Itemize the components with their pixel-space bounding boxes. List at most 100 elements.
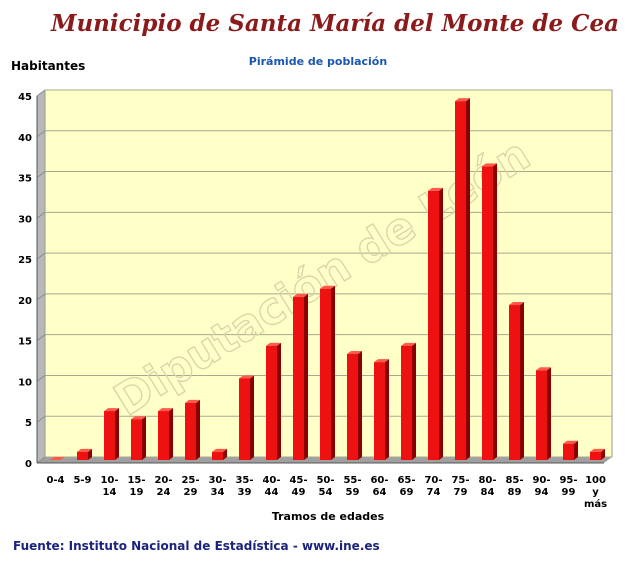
bar-side	[358, 350, 362, 460]
bar	[212, 448, 227, 460]
bars	[50, 98, 605, 461]
bar-side	[277, 342, 281, 460]
y-tick-label: 40	[18, 133, 32, 144]
bar-front	[239, 378, 250, 460]
bar-front	[482, 166, 493, 460]
y-tick-label: 20	[18, 296, 32, 307]
bar-side	[169, 408, 173, 460]
bar	[320, 285, 335, 460]
bar-top	[320, 285, 335, 289]
x-tick-label: 50-54	[316, 475, 334, 498]
bar-top	[482, 163, 497, 167]
bar-top	[428, 187, 443, 191]
left-wall	[37, 90, 45, 463]
bar-front	[293, 296, 304, 460]
bar-side	[115, 408, 119, 460]
bar	[131, 416, 146, 460]
bar	[509, 302, 524, 460]
bar	[428, 187, 443, 460]
x-tick-label: 80-84	[478, 475, 496, 498]
gridline-wall	[36, 171, 46, 178]
bar	[482, 163, 497, 460]
x-tick-label: 30-34	[208, 475, 226, 498]
gridline-wall	[36, 293, 46, 301]
y-tick-label: 35	[18, 174, 32, 185]
x-tick-label: 5-9	[73, 475, 91, 486]
bar-top	[50, 457, 65, 460]
chart-title: Municipio de Santa María del Monte de Ce…	[51, 10, 619, 37]
bar-front	[77, 451, 88, 460]
bar-front	[509, 305, 520, 460]
bar-top	[536, 367, 551, 371]
bar-side	[520, 302, 524, 460]
bar	[401, 342, 416, 460]
bar	[347, 350, 362, 460]
bar-front	[320, 288, 331, 460]
bar-top	[185, 399, 200, 403]
bar	[266, 342, 281, 460]
bar-side	[493, 163, 497, 460]
source-footnote: Fuente: Instituto Nacional de Estadístic…	[13, 539, 380, 553]
bar-front	[536, 370, 547, 460]
gridline-wall	[36, 415, 46, 423]
bar-side	[439, 187, 443, 460]
bar-side	[331, 285, 335, 460]
bar-top	[239, 375, 254, 379]
gridline-wall	[36, 89, 46, 97]
y-axis-label: Habitantes	[11, 59, 86, 73]
bar-front	[266, 345, 277, 460]
bar-top	[509, 302, 524, 306]
x-tick-label: 35-39	[235, 475, 253, 498]
bar-side	[385, 359, 389, 460]
bar-front	[563, 443, 574, 460]
bar-top	[131, 416, 146, 420]
bar-front	[374, 362, 385, 460]
x-tick-label: 0-4	[46, 475, 64, 486]
bar-side	[304, 293, 308, 460]
x-tick-label: 85-89	[505, 475, 523, 498]
bar	[374, 359, 389, 460]
x-axis-label: Tramos de edades	[271, 510, 385, 523]
bar-front	[185, 402, 196, 460]
bar-front	[158, 411, 169, 460]
y-tick-label: 25	[18, 255, 32, 266]
x-tick-label: 65-69	[397, 475, 415, 498]
bar-top	[590, 448, 605, 452]
bar-side	[412, 342, 416, 460]
bar	[455, 98, 470, 461]
bar-side	[250, 375, 254, 460]
y-tick-label: 0	[25, 459, 32, 470]
chart-subtitle: Pirámide de población	[248, 55, 388, 68]
bar-top	[374, 359, 389, 363]
x-tick-label: 75-79	[451, 475, 469, 498]
bar-side	[466, 98, 470, 461]
bar	[590, 448, 605, 460]
bar-side	[223, 448, 227, 460]
bar-front	[455, 101, 466, 461]
x-tick-label: 15-19	[127, 475, 145, 498]
bar-side	[601, 448, 605, 460]
bar-front	[428, 190, 439, 460]
bar-front	[590, 451, 601, 460]
bar-front	[104, 411, 115, 460]
bar-side	[142, 416, 146, 460]
x-tick-label: 55-59	[343, 475, 361, 498]
y-tick-label: 45	[18, 92, 32, 103]
gridline-wall	[36, 456, 46, 464]
bar	[50, 457, 65, 460]
x-tick-label: 95-99	[559, 475, 577, 498]
gridline-wall	[36, 252, 46, 260]
bar-side	[88, 448, 92, 460]
bar	[104, 408, 119, 460]
bar-side	[547, 367, 551, 460]
x-tick-label: 25-29	[181, 475, 199, 498]
gridline-wall	[36, 375, 46, 382]
x-tick-label: 20-24	[154, 475, 172, 498]
bar-top	[212, 448, 227, 452]
y-tick-label: 15	[18, 337, 32, 348]
x-tick-label: 100 y más	[584, 475, 607, 510]
bar	[563, 440, 578, 460]
bar-front	[401, 345, 412, 460]
y-tick-label: 10	[18, 377, 32, 388]
